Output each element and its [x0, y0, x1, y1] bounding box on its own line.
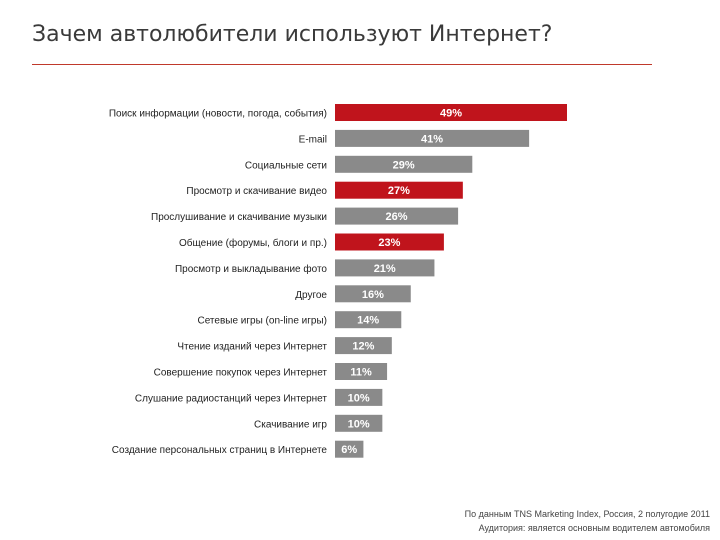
value-label-8: 14% — [357, 315, 379, 327]
category-label-3: Просмотр и скачивание видео — [186, 186, 327, 197]
value-label-13: 6% — [341, 444, 357, 456]
bar-9 — [335, 337, 392, 355]
bar-10 — [335, 363, 388, 380]
category-label-4: Прослушивание и скачивание музыки — [151, 212, 327, 223]
value-label-12: 10% — [348, 418, 370, 430]
bar-12 — [335, 414, 383, 432]
category-label-11: Слушание радиостанций через Интернет — [135, 393, 328, 404]
category-label-8: Сетевые игры (on-line игры) — [197, 316, 327, 327]
bar-5 — [335, 233, 444, 251]
value-label-0: 49% — [440, 108, 462, 120]
category-label-1: E-mail — [299, 134, 327, 145]
title-divider — [32, 64, 652, 65]
value-label-2: 29% — [393, 159, 415, 171]
page-title: Зачем автолюбители используют Интернет? — [32, 22, 553, 47]
bar-6 — [335, 259, 435, 277]
category-label-12: Скачивание игр — [254, 419, 327, 430]
value-label-1: 41% — [421, 133, 443, 145]
category-label-9: Чтение изданий через Интернет — [177, 342, 327, 353]
bar-1 — [335, 129, 530, 147]
bar-4 — [335, 207, 459, 225]
footnote-source: По данным TNS Marketing Index, Россия, 2… — [464, 509, 710, 519]
bar-2 — [335, 155, 473, 173]
value-label-11: 10% — [348, 392, 370, 404]
bar-7 — [335, 285, 411, 303]
category-label-6: Просмотр и выкладывание фото — [175, 263, 327, 275]
category-label-5: Общение (форумы, блоги и пр.) — [179, 237, 327, 249]
value-label-7: 16% — [362, 289, 384, 301]
category-label-10: Совершение покупок через Интернет — [154, 368, 328, 379]
source-footnote: По данным TNS Marketing Index, Россия, 2… — [465, 507, 710, 535]
category-label-0: Поиск информации (новости, погода, событ… — [109, 108, 327, 120]
bar-3 — [335, 181, 463, 199]
category-label-13: Создание персональных страниц в Интернет… — [112, 445, 328, 456]
value-label-10: 11% — [350, 367, 372, 379]
value-label-6: 21% — [374, 263, 396, 275]
value-label-5: 23% — [378, 237, 400, 249]
category-label-7: Другое — [295, 290, 327, 301]
bar-13 — [335, 440, 364, 458]
value-label-4: 26% — [386, 211, 408, 223]
bar-8 — [335, 311, 402, 329]
bar-11 — [335, 388, 383, 406]
footnote-audience: Аудитория: является основным водителем а… — [478, 523, 710, 533]
value-label-3: 27% — [388, 185, 410, 197]
category-label-2: Социальные сети — [245, 160, 327, 171]
value-label-9: 12% — [352, 341, 374, 353]
bar-0 — [335, 104, 567, 121]
